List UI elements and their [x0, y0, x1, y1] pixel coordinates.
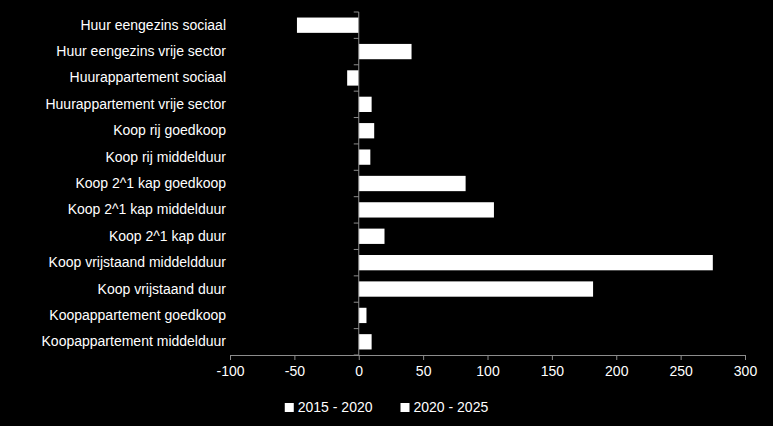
category-tick-mark	[354, 170, 359, 171]
chart: -100 -50 0 50 100 150 200 250 300 Huur eengezins …	[0, 0, 773, 426]
category-label: Koopappartement middelduur	[42, 333, 227, 349]
x-tick-mark	[230, 355, 231, 360]
category-label: Huurappartement vrije sector	[45, 96, 226, 112]
legend-label: 2015 - 2020	[298, 399, 373, 415]
x-tick: 200	[605, 355, 629, 379]
x-tick: 100	[476, 355, 500, 379]
y-tick: Huurappartement vrije sector	[45, 96, 230, 112]
x-tick-label: -50	[285, 363, 305, 379]
category-label: Koop 2^1 kap middelduur	[68, 201, 227, 217]
legend: 2015 - 2020 2020 - 2025	[285, 399, 489, 415]
bar	[359, 229, 385, 244]
y-tick: Huur eengezins vrije sector	[56, 43, 230, 59]
bar	[359, 334, 372, 349]
category-label: Huurappartement sociaal	[70, 69, 226, 85]
category-axis-line	[358, 12, 359, 355]
bar	[347, 70, 359, 85]
y-tick: Huurappartement sociaal	[70, 69, 230, 85]
x-tick-mark	[294, 355, 295, 360]
x-tick: 50	[416, 355, 432, 379]
category-tick-mark	[354, 91, 359, 92]
y-tick: Koop vrijstaand duur	[98, 281, 230, 297]
category-tick-mark	[354, 275, 359, 276]
category-label: Koop vrijstaand middeldduur	[49, 254, 227, 270]
category-tick-mark	[354, 223, 359, 224]
category-label: Huur eengezins vrije sector	[56, 43, 226, 59]
x-tick-label: 250	[669, 363, 693, 379]
legend-swatch	[401, 403, 410, 412]
category-tick-mark	[354, 64, 359, 65]
bar	[359, 176, 466, 191]
x-tick-mark	[359, 355, 360, 360]
bar	[359, 44, 412, 59]
x-tick-label: 200	[605, 363, 629, 379]
category-label: Koop vrijstaand duur	[98, 281, 227, 297]
y-tick: Huur eengezins sociaal	[80, 17, 230, 33]
y-tick: Koopappartement middelduur	[42, 333, 230, 349]
category-tick-mark	[354, 355, 359, 356]
y-tick: Koop 2^1 kap duur	[109, 228, 230, 244]
bars	[297, 18, 713, 350]
y-tick: Koop vrijstaand middeldduur	[49, 254, 230, 270]
bar	[359, 149, 371, 164]
y-tick: Koopappartement goedkoop	[49, 307, 230, 323]
category-tick-mark	[354, 328, 359, 329]
x-tick-label: 0	[355, 363, 363, 379]
category-tick-mark	[354, 143, 359, 144]
category-label: Koop rij goedkoop	[113, 122, 226, 138]
bar	[359, 255, 713, 270]
x-tick-mark	[552, 355, 553, 360]
x-tick: -50	[285, 355, 305, 379]
category-tick-mark	[354, 38, 359, 39]
category-label: Koopappartement goedkoop	[49, 307, 226, 323]
category-label: Koop 2^1 kap duur	[109, 228, 226, 244]
x-tick-mark	[616, 355, 617, 360]
category-tick-mark	[354, 196, 359, 197]
bar	[297, 18, 359, 33]
x-tick-label: 300	[734, 363, 758, 379]
category-label: Koop 2^1 kap goedkoop	[75, 175, 226, 191]
bar	[359, 123, 374, 138]
plot: -100 -50 0 50 100 150 200 250 300 Huur eengezins …	[42, 12, 758, 379]
x-tick: 250	[669, 355, 693, 379]
y-tick: Koop rij goedkoop	[113, 122, 230, 138]
bar	[359, 97, 372, 112]
x-tick: 300	[734, 355, 758, 379]
x-tick-mark	[488, 355, 489, 360]
category-label: Koop rij middelduur	[105, 149, 226, 165]
category-tick-mark	[354, 302, 359, 303]
y-tick: Koop 2^1 kap goedkoop	[75, 175, 230, 191]
category-tick-mark	[354, 12, 359, 13]
x-axis: -100 -50 0 50 100 150 200 250 300	[216, 355, 757, 379]
x-tick-mark	[681, 355, 682, 360]
bar	[359, 202, 494, 217]
bar	[359, 281, 593, 296]
legend-label: 2020 - 2025	[414, 399, 489, 415]
y-tick: Koop 2^1 kap middelduur	[68, 201, 230, 217]
y-tick: Koop rij middelduur	[105, 149, 230, 165]
category-axis	[354, 12, 359, 355]
x-axis-line	[231, 356, 746, 361]
x-tick: 150	[541, 355, 565, 379]
x-tick-mark	[423, 355, 424, 360]
x-tick-label: 100	[476, 363, 500, 379]
x-tick: 0	[355, 355, 363, 379]
x-tick-label: 50	[416, 363, 432, 379]
x-tick-label: -100	[216, 363, 244, 379]
legend-item: 2020 - 2025	[401, 399, 489, 415]
category-tick-mark	[354, 117, 359, 118]
x-tick: -100	[216, 355, 244, 379]
category-label: Huur eengezins sociaal	[80, 17, 226, 33]
bar	[359, 308, 367, 323]
y-axis: Huur eengezins sociaal Huur eengezins vri…	[42, 17, 230, 350]
x-tick-label: 150	[541, 363, 565, 379]
legend-item: 2015 - 2020	[285, 399, 373, 415]
x-tick-mark	[745, 355, 746, 360]
category-tick-mark	[354, 249, 359, 250]
legend-swatch	[285, 403, 294, 412]
